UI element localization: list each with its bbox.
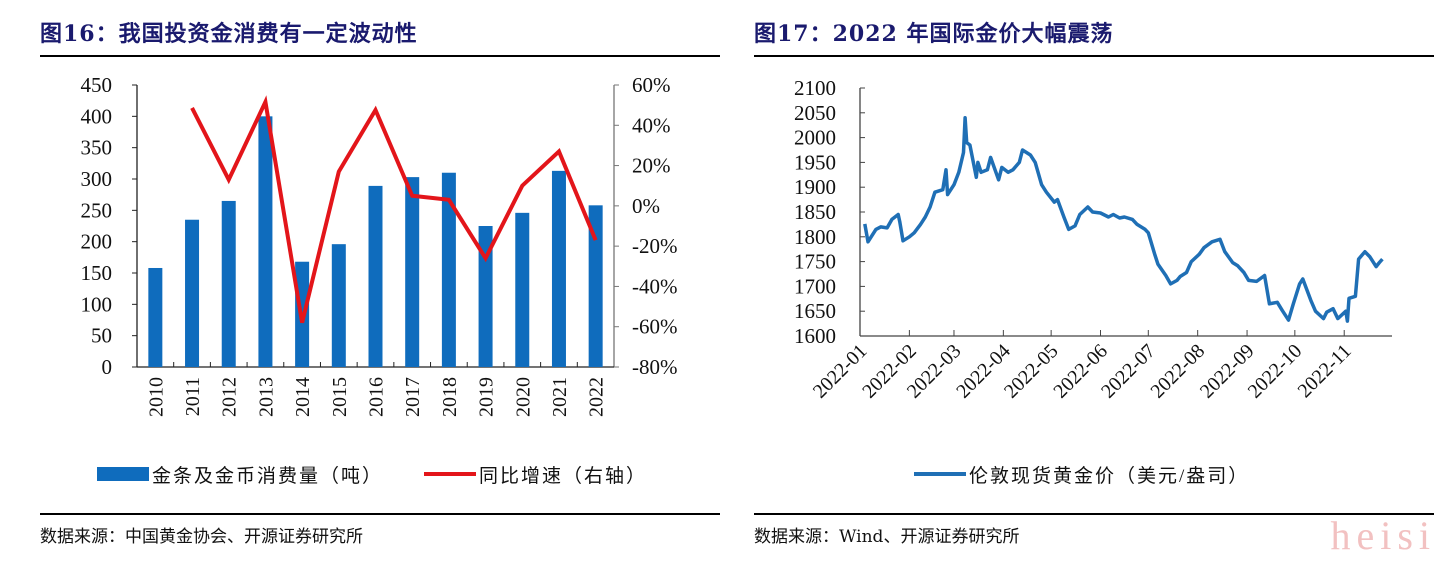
x-tick-label: 2014 bbox=[292, 377, 314, 417]
bar-2013 bbox=[258, 116, 273, 367]
y-tick-label: 1600 bbox=[794, 324, 836, 348]
left-y-tick-label: 150 bbox=[81, 261, 113, 285]
right-y-tick-label: 60% bbox=[632, 73, 671, 97]
watermark: heisi bbox=[1330, 513, 1436, 558]
left-y-tick-label: 100 bbox=[81, 292, 113, 316]
x-tick-label: 2021 bbox=[549, 377, 571, 417]
left-y-tick-label: 250 bbox=[81, 198, 113, 222]
x-tick-label: 2011 bbox=[182, 377, 204, 416]
x-tick-label: 2016 bbox=[366, 377, 388, 417]
figure-17-panel: 图17：2022 年国际金价大幅震荡 1600 1650 1700 1750 1800 1… bbox=[740, 0, 1452, 567]
right-y-tick-label: -80% bbox=[632, 355, 678, 379]
y-tick-label: 1750 bbox=[794, 250, 836, 274]
right-y-tick-label: 0% bbox=[632, 194, 660, 218]
x-tick-label: 2022-05 bbox=[1000, 340, 1063, 403]
x-tick-label: 2018 bbox=[439, 377, 461, 417]
figure-17-source: 数据来源：Wind、开源证券研究所 bbox=[754, 527, 1020, 547]
y-tick-label: 1800 bbox=[794, 225, 836, 249]
title-rule bbox=[754, 55, 1434, 57]
bar-2015 bbox=[331, 244, 346, 367]
right-y-tick-label: 20% bbox=[632, 154, 671, 178]
growth-rate-line bbox=[190, 95, 598, 324]
y-tick-label: 1700 bbox=[794, 274, 836, 298]
left-y-tick-label: 350 bbox=[81, 136, 113, 160]
bar-2020 bbox=[515, 212, 530, 367]
title-rule bbox=[40, 55, 720, 57]
bar-2012 bbox=[221, 200, 236, 367]
y-tick-label: 1950 bbox=[794, 150, 836, 174]
x-tick-label: 2015 bbox=[329, 377, 351, 417]
gold-price-line bbox=[863, 116, 1384, 323]
y-tick-label: 2050 bbox=[794, 101, 836, 125]
bar-2022 bbox=[588, 205, 603, 367]
legend-swatch-bar bbox=[97, 467, 149, 481]
x-tick-label: 2019 bbox=[476, 377, 498, 417]
legend-label-line: 同比增速（右轴） bbox=[479, 465, 647, 487]
bar-2016 bbox=[368, 185, 383, 367]
source-rule bbox=[40, 513, 720, 515]
y-tick-label: 2000 bbox=[794, 126, 836, 150]
x-tick-label: 2020 bbox=[512, 377, 534, 417]
gold-consumption-chart: 0 50 100 150 200 250 300 350 400 450 -80% -60% -40% -… bbox=[81, 73, 678, 487]
figure-16-panel: 图16：我国投资金消费有一定波动性 0 50 100 150 200 250 300 350 4… bbox=[40, 21, 720, 547]
right-y-tick-label: -60% bbox=[632, 315, 678, 339]
y-tick-label: 2100 bbox=[794, 76, 836, 100]
x-tick-label: 2017 bbox=[402, 377, 424, 417]
figure-16-title: 图16：我国投资金消费有一定波动性 bbox=[40, 21, 418, 47]
source-rule bbox=[754, 513, 1434, 515]
x-tick-label: 2022-08 bbox=[1147, 340, 1210, 403]
right-y-tick-label: -40% bbox=[632, 274, 678, 298]
x-tick-label: 2012 bbox=[219, 377, 241, 417]
x-tick-label: 2010 bbox=[145, 377, 167, 417]
gold-price-chart: 1600165017001750180018501900195020002050… bbox=[794, 76, 1392, 487]
bar-2017 bbox=[405, 177, 420, 367]
y-tick-label: 1850 bbox=[794, 200, 836, 224]
bar-2018 bbox=[441, 172, 456, 367]
bar-2019 bbox=[478, 226, 493, 367]
figure-16-source: 数据来源：中国黄金协会、开源证券研究所 bbox=[40, 527, 363, 547]
left-y-tick-label: 200 bbox=[81, 230, 113, 254]
x-tick-label: 2022-10 bbox=[1244, 340, 1307, 403]
figure-17-title: 图17：2022 年国际金价大幅震荡 bbox=[754, 21, 1114, 47]
x-tick-label: 2013 bbox=[255, 377, 277, 417]
right-y-tick-label: -20% bbox=[632, 234, 678, 258]
x-tick-label: 2022-07 bbox=[1097, 340, 1160, 403]
left-y-tick-label: 450 bbox=[81, 73, 113, 97]
right-y-tick-label: 40% bbox=[632, 113, 671, 137]
bar-2011 bbox=[185, 219, 200, 367]
x-tick-label: 2022-01 bbox=[809, 340, 872, 403]
legend-label: 伦敦现货黄金价（美元/盎司） bbox=[969, 465, 1249, 487]
left-y-tick-label: 300 bbox=[81, 167, 113, 191]
left-y-tick-label: 50 bbox=[91, 324, 112, 348]
y-tick-label: 1650 bbox=[794, 299, 836, 323]
left-y-tick-label: 0 bbox=[102, 355, 113, 379]
bar-2010 bbox=[148, 267, 163, 367]
legend-label-bar: 金条及金币消费量（吨） bbox=[152, 465, 383, 487]
left-y-tick-label: 400 bbox=[81, 104, 113, 128]
y-tick-label: 1900 bbox=[794, 175, 836, 199]
x-tick-label: 2022-11 bbox=[1294, 340, 1356, 402]
x-tick-label: 2022 bbox=[586, 377, 608, 417]
bar-2021 bbox=[551, 170, 566, 367]
